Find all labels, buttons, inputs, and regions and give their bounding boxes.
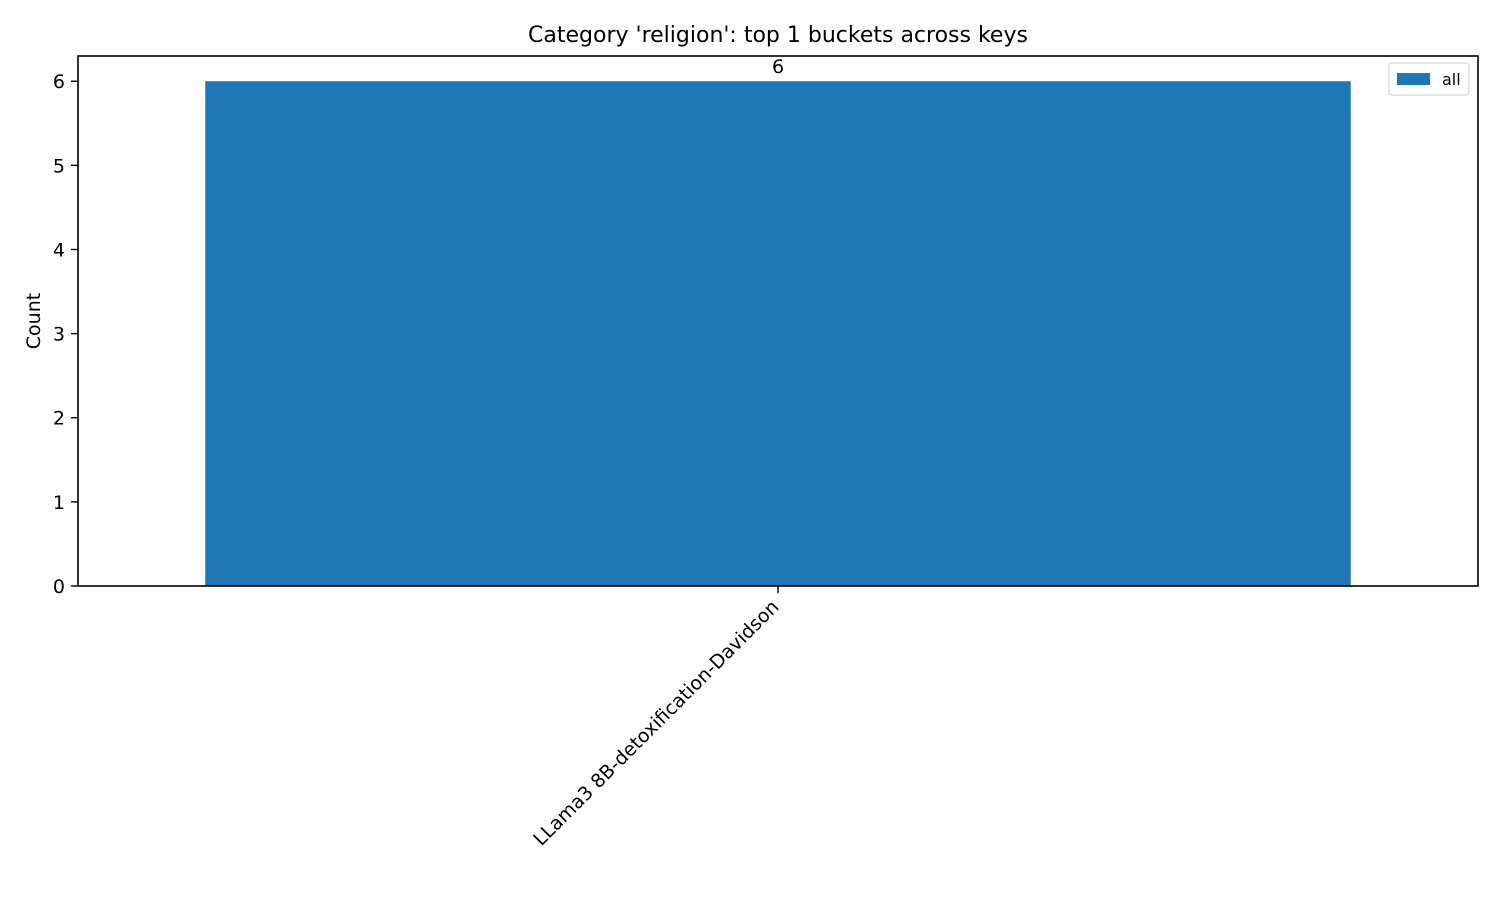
y-tick-label: 2 [53, 408, 65, 430]
y-tick-label: 1 [53, 492, 65, 514]
x-axis-ticks: LLama3 8B-detoxification-Davidson [529, 586, 784, 850]
y-axis-label: Count [23, 293, 45, 349]
data-label-0: 6 [772, 56, 784, 78]
y-tick-label: 6 [53, 71, 65, 93]
y-tick-label: 0 [53, 576, 65, 598]
chart-title: Category 'religion': top 1 buckets acros… [528, 23, 1028, 48]
data-labels-group: 6 [772, 56, 784, 78]
y-tick-label: 4 [53, 239, 65, 261]
y-tick-label: 3 [53, 324, 65, 346]
y-tick-label: 5 [53, 155, 65, 177]
bars-group [205, 81, 1351, 586]
legend-label-all: all [1442, 70, 1461, 89]
x-tick-label: LLama3 8B-detoxification-Davidson [529, 596, 783, 850]
y-axis-ticks: 0 1 2 3 4 5 6 [53, 71, 78, 598]
legend: all [1388, 62, 1470, 96]
legend-swatch-all [1397, 73, 1430, 85]
bar-all-0 [205, 81, 1351, 586]
